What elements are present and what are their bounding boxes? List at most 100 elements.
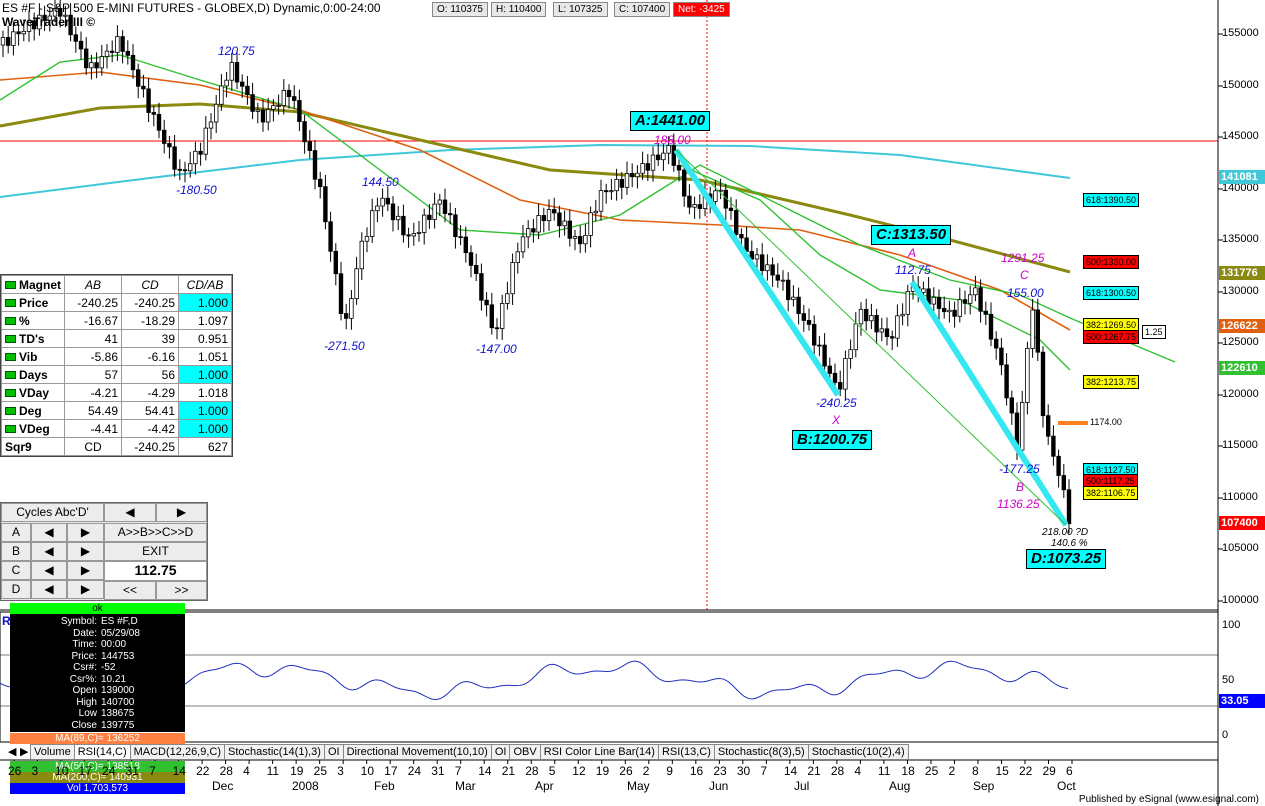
x-axis-month: 2008 [292,779,319,793]
cycles-seq-button[interactable]: A>>B>>C>>D [104,523,207,542]
candle-body [895,315,900,339]
fib-500-1267: 500:1267.75 [1083,330,1140,344]
magnet-row-label: VDeg [1,419,65,438]
fib-500-1330: 500:1330.00 [1083,255,1140,269]
ma89-readout: MA(89,C)= 136252 [10,733,185,744]
tab-indicator[interactable]: Volume [30,744,75,759]
x-axis-day: 12 [572,764,586,778]
magnet-cell: 57 [64,365,122,384]
magnet-cell: 1.000 [178,365,232,384]
candle-body [780,279,786,282]
candle-body [1035,309,1040,353]
candle-body [32,20,37,30]
cycle-C-prev-button[interactable]: ◀ [31,561,67,580]
cycles-prev-button[interactable]: ◀ [104,503,156,522]
tab-indicator[interactable]: OI [490,744,511,759]
candle-body [182,169,188,172]
magnet-row: % -16.67 -18.29 1.097 [1,311,232,330]
cycle-row-B: B [1,542,31,561]
candle-body [52,8,58,17]
magnet-label-text: % [19,313,30,328]
label-120: 120.75 [218,44,255,58]
tab-indicator[interactable]: MACD(12,26,9,C) [129,744,226,759]
candle-body [994,338,999,349]
tab-indicator[interactable]: Stochastic(10(2),4) [807,744,909,759]
data-window-key: Low [78,708,97,719]
x-axis-day: 2 [642,764,650,778]
candle-body [250,94,255,112]
candle-body [6,37,11,46]
cycles-forward-button[interactable]: >> [156,581,207,600]
candle-body [947,309,952,313]
tab-indicator[interactable]: RSI(14,C) [73,744,131,759]
arrow-right-icon: ▶ [80,563,91,577]
candle-body [827,365,832,374]
cycle-D-prev-button[interactable]: ◀ [31,580,67,599]
data-window-value: 05/29/08 [101,627,140,639]
label-112: 112.75 [895,263,931,277]
candle-body [146,88,151,113]
x-axis-month: Oct [1057,779,1076,793]
x-axis-month: Mar [455,779,476,793]
magnet-row-label: Sqr9 [1,437,65,456]
magnet-cell: 39 [121,329,179,348]
x-axis-day: 28 [830,764,845,778]
arrow-right-icon: ▶ [176,505,187,519]
data-window-key: Open [72,685,97,696]
wave-ab-line [673,148,841,397]
cycles-rewind-button[interactable]: << [104,581,156,600]
tab-indicator[interactable]: OBV [509,744,541,759]
candle-body [614,178,619,192]
tab-scroll-left-icon[interactable]: ◀ [8,746,17,758]
cycle-B-prev-button[interactable]: ◀ [31,542,67,561]
candle-body [343,313,349,319]
cycle-B-next-button[interactable]: ▶ [67,542,104,561]
cycle-D-next-button[interactable]: ▶ [67,580,104,599]
candle-body [245,85,250,95]
tab-indicator[interactable]: Directional Movement(10,10) [342,744,492,759]
tab-scroll-right-icon[interactable]: ▶ [20,746,29,758]
candle-body [395,215,401,221]
magnet-cell: 1.000 [178,401,232,420]
data-window-row: Csr#: -52 [10,662,185,673]
price-axis-label: 155000 [1222,27,1259,39]
candle-body [666,145,671,154]
x-axis-day: 6 [1066,764,1073,778]
label-188: 188.00 [654,133,691,147]
tab-indicator[interactable]: Stochastic(14(1),3) [224,744,325,759]
magnet-row: Sqr9 CD -240.25 627 [1,437,232,456]
magnet-cell: -4.29 [121,383,179,402]
x-axis-day: 22 [1018,764,1033,778]
candle-body [817,344,822,347]
candle-body [187,163,193,172]
magnet-cell: 54.49 [64,401,122,420]
candle-body [526,228,531,238]
candle-body [37,14,42,30]
level-1174: 1174.00 [1088,416,1124,428]
candle-body [167,143,172,148]
cycle-A-prev-button[interactable]: ◀ [31,523,67,542]
candle-body [307,141,312,151]
cycle-A-next-button[interactable]: ▶ [67,523,104,542]
cycle-C-next-button[interactable]: ▶ [67,561,104,580]
label-147: -147.00 [476,342,517,356]
candle-body [864,308,869,322]
chart-title: ES #F - S&P 500 E-MINI FUTURES - GLOBEX,… [2,1,381,29]
candle-body [89,62,94,69]
tab-indicator[interactable]: OI [323,744,344,759]
cycles-next-button[interactable]: ▶ [156,503,207,522]
cycles-exit-button[interactable]: EXIT [104,542,207,561]
candle-body [385,197,390,205]
candle-body [42,14,47,21]
candle-body [650,154,656,171]
tab-indicator[interactable]: RSI Color Line Bar(14) [539,744,659,759]
x-axis-day: 8 [971,764,979,778]
tab-indicator[interactable]: RSI(13,C) [657,744,715,759]
ma-green-line [0,54,1176,363]
fib-1-25: 1.25 [1142,325,1166,339]
magnet-row-label: TD's [1,329,65,348]
tab-indicator[interactable]: Stochastic(8(3),5) [713,744,809,759]
magnet-cell: 1.051 [178,347,232,366]
x-axis-day: 31 [431,764,445,778]
candle-body [354,268,359,300]
